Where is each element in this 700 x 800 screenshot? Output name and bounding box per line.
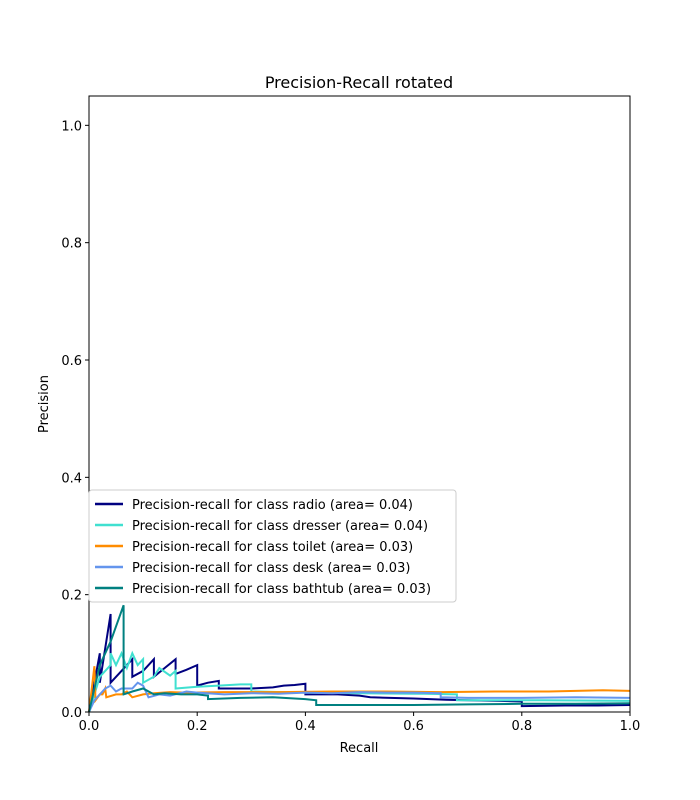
x-tick-label: 0.0 — [79, 719, 100, 734]
legend-label: Precision-recall for class radio (area= … — [132, 498, 413, 513]
y-axis: 0.0 0.2 0.4 0.6 0.8 1.0 — [61, 119, 89, 721]
legend-label: Precision-recall for class desk (area= 0… — [132, 561, 410, 576]
y-tick-label: 0.2 — [61, 589, 82, 604]
y-tick-label: 0.4 — [61, 471, 82, 486]
x-tick-label: 0.2 — [187, 719, 208, 734]
legend-box — [88, 489, 457, 603]
series-layer — [88, 604, 631, 713]
x-axis-label: Recall — [340, 741, 379, 756]
x-tick-label: 0.8 — [511, 719, 532, 734]
series-line-4 — [88, 604, 631, 713]
x-tick-label: 0.4 — [295, 719, 316, 734]
chart-title: Precision-Recall rotated — [265, 73, 453, 92]
series-line-2 — [88, 666, 631, 713]
x-tick-label: 0.6 — [403, 719, 424, 734]
y-tick-label: 0.0 — [61, 706, 82, 721]
x-tick-label: 1.0 — [620, 719, 641, 734]
y-tick-label: 0.8 — [61, 237, 82, 252]
plot-frame — [88, 95, 631, 713]
y-axis-label: Precision — [37, 375, 52, 433]
legend-label: Precision-recall for class bathtub (area… — [132, 582, 431, 597]
y-tick-label: 0.6 — [61, 354, 82, 369]
y-tick-label: 1.0 — [61, 119, 82, 134]
series-line-3 — [88, 681, 631, 713]
x-axis: 0.0 0.2 0.4 0.6 0.8 1.0 — [79, 712, 641, 734]
legend-label: Precision-recall for class toilet (area=… — [132, 540, 413, 555]
legend-label: Precision-recall for class dresser (area… — [132, 519, 428, 534]
legend: Precision-recall for class radio (area= … — [88, 489, 457, 603]
